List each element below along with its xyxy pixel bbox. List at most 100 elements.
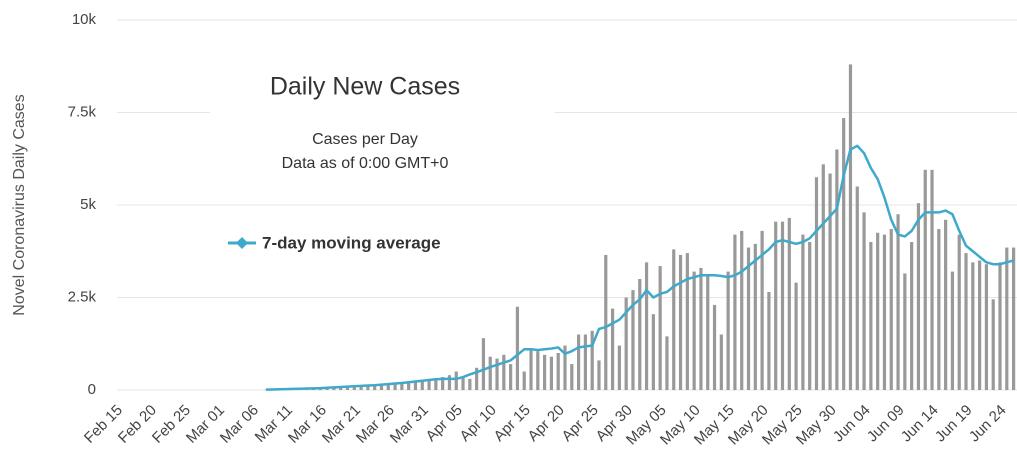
bar [801, 234, 805, 390]
chart-title: Daily New Cases [270, 73, 460, 101]
bar [910, 242, 914, 390]
plot [264, 64, 1016, 391]
bar [413, 380, 418, 390]
bar [366, 385, 370, 390]
y-tick-label: 10k [72, 11, 97, 28]
bar [393, 383, 397, 390]
bar [835, 149, 839, 390]
bar [971, 262, 975, 390]
x-tick-label: Apr 15 [491, 402, 534, 445]
bar [753, 243, 757, 390]
bar [903, 273, 907, 390]
bar [461, 377, 465, 390]
bar [848, 64, 853, 391]
subtitle: Cases per Day [312, 131, 418, 148]
y-tick-label: 5k [80, 196, 96, 213]
bar [774, 221, 778, 390]
x-tick-label: Apr 05 [423, 402, 466, 445]
bar [576, 334, 581, 390]
bar [549, 356, 554, 390]
bar [726, 271, 730, 390]
bar [733, 234, 737, 390]
title-box [210, 60, 555, 190]
x-tick-label: Apr 20 [525, 402, 568, 445]
bar [617, 345, 621, 390]
x-tick-label: Jun 19 [932, 402, 976, 446]
y-axis-label: Novel Coronavirus Daily Cases [11, 94, 28, 315]
bar [359, 385, 363, 390]
x-tick-label: Jun 09 [864, 402, 908, 446]
bar [855, 186, 859, 390]
bar [481, 338, 486, 390]
bar [740, 230, 744, 390]
bar [339, 387, 343, 390]
bar [556, 353, 560, 390]
bar [590, 330, 594, 390]
bar [379, 384, 384, 390]
x-tick-label: Jun 24 [966, 402, 1010, 446]
x-tick-label: Jun 14 [898, 402, 942, 446]
x-tick-label: Apr 10 [457, 402, 500, 445]
bar [597, 360, 601, 390]
bar [488, 356, 492, 390]
bar [957, 234, 961, 390]
bar [509, 364, 513, 390]
bar [984, 264, 989, 390]
bar [706, 275, 710, 390]
bar [536, 351, 540, 390]
bar [672, 249, 676, 390]
bar [373, 385, 377, 390]
bar [468, 378, 472, 390]
bar [522, 371, 526, 390]
bar [563, 345, 567, 390]
bar [678, 254, 683, 390]
bar [998, 262, 1002, 390]
bar [944, 219, 948, 390]
y-tick-label: 2.5k [68, 288, 97, 305]
bar [631, 290, 635, 390]
y-tick-label: 7.5k [68, 103, 97, 120]
bar [760, 230, 764, 390]
subtitle: Data as of 0:00 GMT+0 [282, 155, 449, 172]
bar [529, 349, 533, 390]
bar [638, 279, 642, 390]
bar [1012, 247, 1016, 390]
bar [916, 203, 921, 390]
bar [658, 266, 662, 390]
bar [441, 377, 445, 390]
moving-average-line [265, 144, 1014, 391]
bar [502, 354, 506, 390]
bar [570, 364, 574, 390]
bar [407, 381, 411, 390]
bar [692, 271, 696, 390]
bar [352, 386, 356, 390]
bar [447, 375, 452, 390]
legend-marker [236, 237, 248, 249]
bar [808, 242, 812, 390]
bar [896, 214, 900, 390]
bar [978, 260, 982, 390]
legend[interactable]: 7-day moving average [228, 233, 441, 252]
legend-label[interactable]: 7-day moving average [262, 233, 441, 252]
x-tick-label: Apr 25 [559, 402, 602, 445]
bar [583, 334, 587, 390]
bar [923, 169, 927, 390]
x-tick-label: Jun 04 [830, 402, 874, 446]
bar [543, 354, 547, 390]
bar [882, 234, 887, 390]
bar [889, 229, 893, 390]
bar [332, 387, 336, 390]
bar [604, 254, 608, 390]
bar [787, 217, 791, 390]
bar [644, 262, 649, 390]
bar [937, 229, 941, 390]
bar [964, 253, 968, 390]
bar [651, 314, 655, 390]
bar [1005, 247, 1009, 390]
bar [427, 378, 431, 390]
bar [814, 177, 819, 390]
bar [610, 308, 615, 390]
bar [869, 242, 873, 390]
bar [780, 221, 785, 390]
